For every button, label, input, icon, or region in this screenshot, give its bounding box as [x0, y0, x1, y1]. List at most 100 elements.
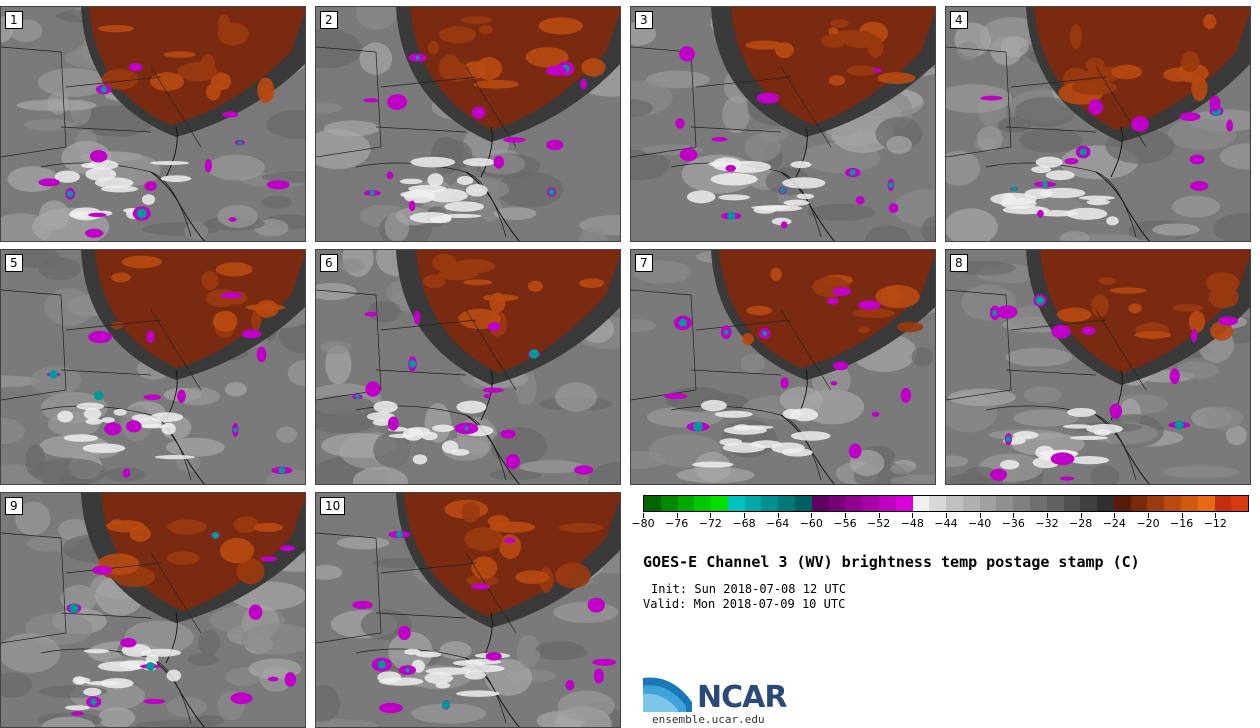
member-number-label: 1 — [5, 11, 23, 29]
water-vapor-map — [1, 7, 305, 241]
ensemble-member-panel-3: 3 — [630, 6, 936, 242]
colorbar-tick-label: −36 — [1001, 517, 1025, 530]
temperature-colorbar — [643, 495, 1249, 512]
colorbar-tick-label: −60 — [799, 517, 823, 530]
colorbar-cell — [862, 496, 879, 511]
water-vapor-map — [631, 7, 935, 241]
colorbar-tick-label: −72 — [698, 517, 722, 530]
water-vapor-map — [316, 493, 620, 727]
water-vapor-map — [316, 7, 620, 241]
colorbar-tick — [1114, 513, 1116, 518]
ensemble-member-panel-1: 1 — [0, 6, 306, 242]
colorbar-tick-label: −52 — [867, 517, 891, 530]
colorbar-cell — [1164, 496, 1181, 511]
colorbar-cell — [929, 496, 947, 511]
colorbar-tick-label: −48 — [900, 517, 924, 530]
colorbar-cell — [1113, 496, 1131, 511]
water-vapor-map — [946, 7, 1250, 241]
colorbar-tick-label: −24 — [1102, 517, 1126, 530]
colorbar-cell — [1013, 496, 1030, 511]
colorbar-tick — [1047, 513, 1048, 518]
colorbar-tick — [946, 513, 947, 518]
colorbar-cell — [1029, 496, 1047, 511]
colorbar-cell — [1046, 496, 1064, 511]
colorbar-cell — [946, 496, 963, 511]
water-vapor-map — [946, 250, 1250, 484]
colorbar-cell — [828, 496, 846, 511]
colorbar-cell — [778, 496, 796, 511]
member-number-label: 4 — [950, 11, 968, 29]
colorbar-tick-label: −76 — [665, 517, 689, 530]
colorbar-cell — [711, 496, 728, 511]
colorbar-cell — [677, 496, 695, 511]
colorbar-tick — [1013, 513, 1015, 518]
colorbar-tick-label: −16 — [1170, 517, 1194, 530]
member-number-label: 5 — [5, 254, 23, 272]
colorbar-tick-label: −68 — [732, 517, 756, 530]
member-number-label: 10 — [320, 497, 346, 515]
colorbar-cell — [845, 496, 863, 511]
member-number-label: 9 — [5, 497, 23, 515]
colorbar-cell — [660, 496, 678, 511]
member-number-label: 2 — [320, 11, 338, 29]
colorbar-cell — [895, 496, 913, 511]
colorbar-tick — [1215, 513, 1217, 518]
colorbar-tick — [1181, 513, 1183, 518]
ensemble-member-panel-8: 8 — [945, 249, 1251, 485]
ensemble-member-panel-2: 2 — [315, 6, 621, 242]
colorbar-tick-label: −80 — [631, 517, 655, 530]
colorbar-tick — [1080, 513, 1082, 518]
colorbar-tick — [811, 513, 813, 518]
colorbar-ticks: −80 −76 −72 −68 −64 −60 −56 −52 −48 −44 −40 −36 −32−… — [631, 513, 1249, 535]
ensemble-member-panel-9: 9 — [0, 492, 306, 728]
ensemble-member-panel-7: 7 — [630, 249, 936, 485]
water-vapor-map — [1, 250, 305, 484]
colorbar-tick-label: −28 — [1069, 517, 1093, 530]
colorbar-tick-label: −20 — [1136, 517, 1160, 530]
colorbar-tick — [1148, 513, 1149, 518]
colorbar-cell — [694, 496, 712, 511]
water-vapor-map — [631, 250, 935, 484]
colorbar-cell — [1147, 496, 1165, 511]
colorbar-cell — [996, 496, 1014, 511]
colorbar-tick — [878, 513, 880, 518]
colorbar-tick — [979, 513, 981, 518]
colorbar-cell — [811, 496, 829, 511]
colorbar-tick-label: −12 — [1203, 517, 1227, 530]
colorbar-cell — [1231, 496, 1249, 511]
colorbar-cell — [1097, 496, 1114, 511]
colorbar-cell — [979, 496, 997, 511]
water-vapor-map — [316, 250, 620, 484]
colorbar-cell — [727, 496, 745, 511]
colorbar-cell — [962, 496, 980, 511]
colorbar-cell — [644, 496, 661, 511]
colorbar-cell — [1080, 496, 1098, 511]
logo-url: ensemble.ucar.edu — [652, 713, 765, 726]
colorbar-tick-label: −64 — [766, 517, 790, 530]
colorbar-tick-label: −56 — [833, 517, 857, 530]
colorbar-tick — [845, 513, 846, 518]
ensemble-member-panel-10: 10 — [315, 492, 621, 728]
ncar-logo-icon — [643, 677, 692, 712]
colorbar-tick-label: −40 — [968, 517, 992, 530]
colorbar-tick-label: −32 — [1035, 517, 1059, 530]
colorbar-cell — [1181, 496, 1198, 511]
member-number-label: 6 — [320, 254, 338, 272]
ensemble-member-panel-5: 5 — [0, 249, 306, 485]
colorbar-cell — [878, 496, 896, 511]
ncar-logo-text: NCAR — [697, 680, 787, 715]
colorbar-tick — [912, 513, 914, 518]
colorbar-cell — [1214, 496, 1232, 511]
colorbar-cell — [744, 496, 762, 511]
ensemble-member-panel-6: 6 — [315, 249, 621, 485]
colorbar-tick — [777, 513, 779, 518]
colorbar-tick — [710, 513, 712, 518]
colorbar-cell — [1130, 496, 1148, 511]
colorbar-cell — [912, 496, 930, 511]
colorbar-tick — [676, 513, 678, 518]
figure-title: GOES-E Channel 3 (WV) brightness temp po… — [643, 553, 1140, 571]
colorbar-cell — [795, 496, 812, 511]
colorbar-tick — [744, 513, 745, 518]
ensemble-member-panel-4: 4 — [945, 6, 1251, 242]
member-number-label: 8 — [950, 254, 968, 272]
